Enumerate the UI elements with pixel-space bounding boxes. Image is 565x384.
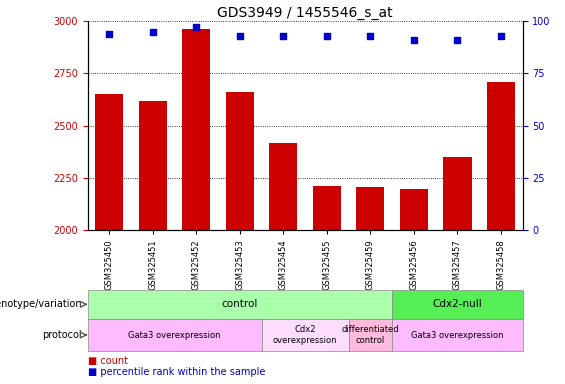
Bar [399, 189, 428, 230]
Point [322, 33, 331, 39]
Point [279, 33, 288, 39]
Title: GDS3949 / 1455546_s_at: GDS3949 / 1455546_s_at [218, 6, 393, 20]
Point [453, 37, 462, 43]
Text: protocol: protocol [42, 330, 82, 340]
Point [105, 31, 114, 37]
Text: ■ count: ■ count [88, 356, 128, 366]
Text: Cdx2
overexpression: Cdx2 overexpression [273, 325, 337, 345]
Point [496, 33, 505, 39]
Bar [138, 101, 167, 230]
Text: Gata3 overexpression: Gata3 overexpression [411, 331, 503, 339]
Point [366, 33, 375, 39]
Bar [356, 187, 385, 230]
Bar [486, 82, 515, 230]
Point [192, 24, 201, 30]
Bar [182, 30, 211, 230]
Bar [312, 187, 341, 230]
Point [148, 28, 157, 35]
Text: Gata3 overexpression: Gata3 overexpression [128, 331, 221, 339]
Bar [443, 157, 472, 230]
Text: differentiated
control: differentiated control [342, 325, 399, 345]
Point [409, 37, 418, 43]
Text: genotype/variation: genotype/variation [0, 299, 82, 310]
Point [236, 33, 245, 39]
Bar [225, 92, 254, 230]
Text: Cdx2-null: Cdx2-null [432, 299, 483, 310]
Text: ■ percentile rank within the sample: ■ percentile rank within the sample [88, 367, 265, 377]
Bar [95, 94, 124, 230]
Bar [269, 142, 298, 230]
Text: control: control [221, 299, 258, 310]
